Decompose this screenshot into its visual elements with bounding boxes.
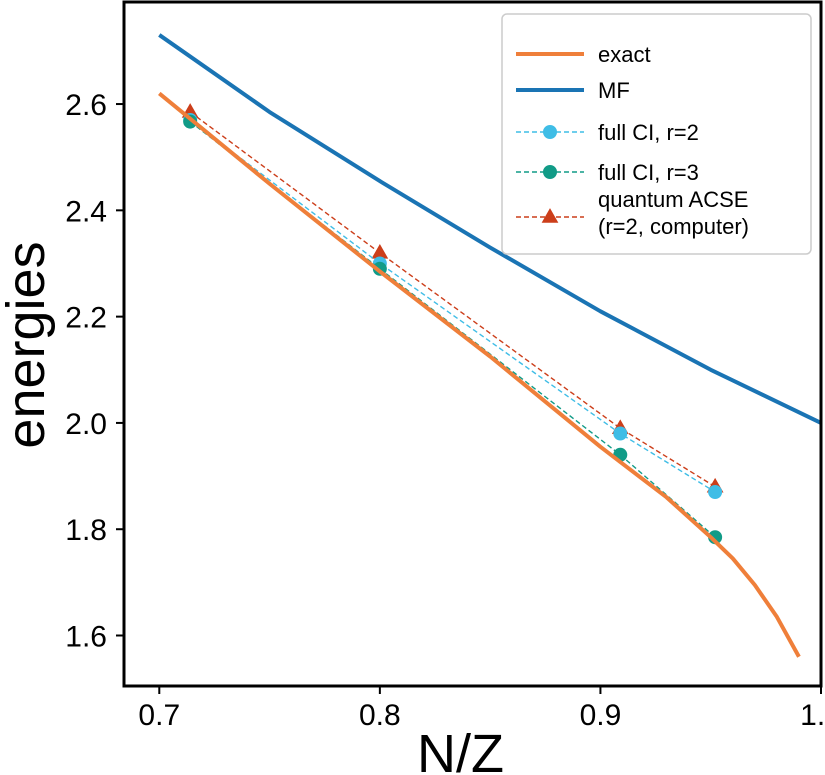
series-line <box>158 33 822 425</box>
y-axis: 1.6 1.8 2.0 2.2 2.4 2.6 <box>65 89 124 654</box>
data-point <box>371 243 389 259</box>
x-tick-label: 0.9 <box>580 699 622 732</box>
y-tick-label: 2.4 <box>65 195 107 228</box>
series-mf <box>158 33 822 425</box>
y-tick-label: 2.0 <box>65 408 107 441</box>
series-line <box>189 119 716 493</box>
legend-label: (r=2, computer) <box>598 214 749 239</box>
legend-label: quantum ACSE <box>598 187 748 212</box>
x-tick-label: 1.0 <box>800 699 825 732</box>
legend-marker <box>543 165 557 179</box>
data-point <box>613 426 628 441</box>
plot-frame <box>122 0 823 688</box>
legend-item: full CI, r=3 <box>516 160 699 185</box>
legend-marker <box>541 208 559 223</box>
legend-label: exact <box>598 42 651 67</box>
legend-label: full CI, r=3 <box>598 160 699 185</box>
legend-item: full CI, r=2 <box>516 120 699 145</box>
y-axis-label: energies <box>0 241 56 448</box>
series-line <box>158 91 801 658</box>
legend-box <box>501 13 812 255</box>
x-axis: 0.7 0.8 0.9 1.0 <box>138 686 825 732</box>
legend-marker <box>543 125 557 139</box>
legend-item: exact <box>516 42 651 67</box>
y-tick-label: 1.6 <box>65 621 107 654</box>
y-tick-label: 1.8 <box>65 514 107 547</box>
legend-label: MF <box>598 78 630 103</box>
x-tick-label: 0.7 <box>138 699 180 732</box>
data-point <box>708 485 723 500</box>
x-tick-label: 0.8 <box>359 699 401 732</box>
series-exact <box>158 91 801 658</box>
series-line <box>189 111 716 488</box>
legend-item: MF <box>516 78 630 103</box>
x-axis-label: N/Z <box>417 724 504 775</box>
legend-item: quantum ACSE(r=2, computer) <box>516 187 749 239</box>
legend-label: full CI, r=2 <box>598 120 699 145</box>
y-tick-label: 2.2 <box>65 302 107 335</box>
plot-area <box>158 33 822 658</box>
y-tick-label: 2.6 <box>65 89 107 122</box>
